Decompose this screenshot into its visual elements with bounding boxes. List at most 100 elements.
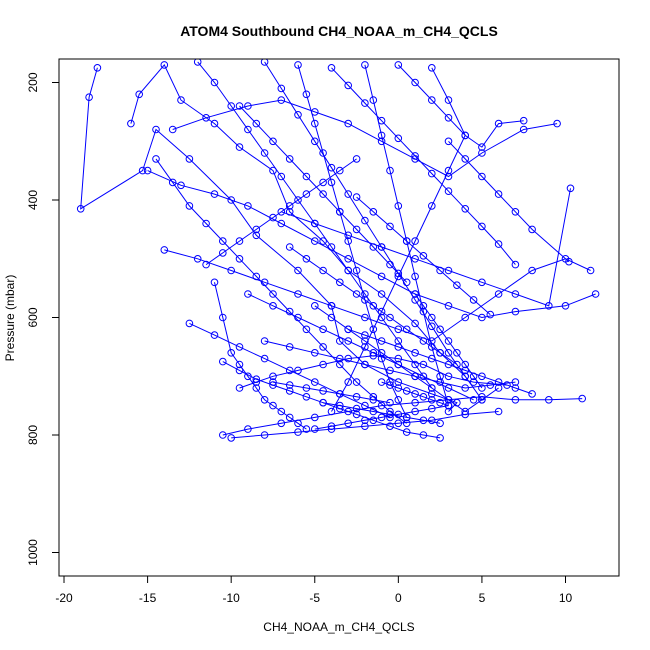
data-point	[394, 61, 403, 69]
data-point	[428, 354, 436, 363]
data-point	[361, 290, 369, 298]
data-point	[519, 116, 528, 125]
data-point	[344, 231, 353, 240]
series-33	[269, 378, 394, 407]
data-point	[344, 419, 353, 428]
data-point	[377, 401, 386, 410]
series-13	[327, 64, 520, 269]
series-3	[152, 155, 411, 428]
data-point	[419, 372, 428, 381]
data-point	[478, 313, 486, 322]
data-point	[319, 343, 327, 351]
data-point	[352, 155, 361, 163]
data-point	[76, 205, 85, 213]
x-tick-label: 5	[479, 591, 486, 605]
data-point	[327, 163, 336, 172]
data-point	[386, 313, 394, 322]
data-point	[344, 354, 353, 363]
data-point	[260, 396, 269, 404]
data-point	[369, 416, 378, 425]
data-point	[444, 372, 453, 381]
data-point	[311, 119, 319, 128]
data-point	[545, 396, 553, 404]
data-point	[444, 166, 453, 175]
data-point	[494, 190, 503, 198]
data-point	[486, 310, 495, 319]
data-point	[269, 302, 277, 310]
data-point	[436, 266, 444, 275]
series-line	[356, 196, 491, 315]
data-point	[235, 366, 244, 375]
data-point	[319, 360, 327, 369]
data-point	[210, 331, 219, 339]
y-tick-label: 600	[26, 307, 40, 327]
data-point	[444, 96, 453, 104]
data-point	[93, 64, 102, 72]
data-point	[311, 425, 319, 433]
data-point	[394, 384, 403, 392]
series-29	[319, 398, 444, 428]
data-point	[394, 337, 403, 345]
data-point	[143, 166, 152, 175]
data-point	[319, 237, 327, 245]
series-28	[185, 319, 394, 422]
data-point	[285, 413, 294, 422]
series-line	[205, 158, 357, 266]
data-point	[436, 372, 444, 381]
data-point	[269, 401, 277, 410]
data-point	[444, 349, 453, 357]
data-point	[377, 378, 386, 386]
data-point	[453, 360, 461, 369]
data-point	[138, 166, 147, 175]
data-point	[436, 419, 444, 428]
series-4	[160, 246, 595, 345]
data-point	[411, 349, 419, 357]
data-point	[419, 302, 428, 310]
data-point	[336, 166, 344, 175]
data-point	[461, 407, 470, 416]
data-point	[461, 131, 470, 140]
data-point	[277, 419, 286, 428]
data-point	[428, 384, 436, 392]
data-point	[227, 434, 235, 442]
data-point	[319, 178, 327, 187]
data-point	[411, 372, 419, 381]
data-point	[311, 137, 319, 146]
series-23	[344, 325, 536, 398]
data-point	[294, 111, 302, 119]
data-point	[419, 416, 428, 425]
data-point	[591, 290, 600, 298]
data-point	[428, 64, 436, 72]
data-point	[336, 360, 344, 369]
data-point	[377, 272, 386, 281]
data-point	[302, 325, 311, 334]
data-point	[344, 254, 353, 263]
data-point	[235, 102, 244, 110]
data-point	[344, 266, 353, 275]
data-point	[277, 407, 286, 416]
data-point	[402, 428, 411, 436]
data-point	[285, 202, 294, 210]
series-line	[147, 170, 596, 319]
series-20	[260, 337, 520, 392]
series-line	[281, 188, 571, 307]
data-point	[302, 190, 311, 198]
data-point	[369, 96, 378, 104]
data-point	[428, 390, 436, 398]
data-point	[478, 384, 486, 392]
data-point	[411, 237, 419, 245]
data-point	[269, 137, 277, 146]
data-point	[461, 360, 470, 369]
data-point	[444, 266, 453, 275]
data-point	[511, 208, 520, 216]
data-point	[394, 354, 403, 363]
data-point	[586, 266, 595, 275]
series-line	[155, 158, 407, 424]
data-point	[344, 237, 353, 245]
data-point	[578, 394, 587, 403]
data-point	[319, 149, 327, 157]
data-point	[344, 81, 353, 90]
series-line	[247, 293, 474, 401]
data-point	[235, 143, 244, 151]
data-point	[369, 208, 378, 216]
